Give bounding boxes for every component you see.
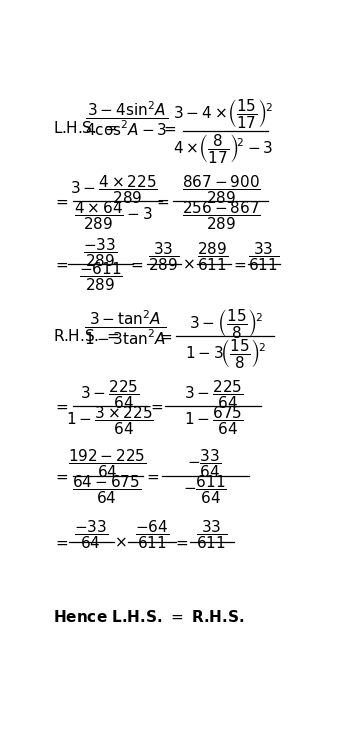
Text: $1-3\!\left(\dfrac{15}{8}\right)^{\!2}$: $1-3\!\left(\dfrac{15}{8}\right)^{\!2}$	[185, 337, 266, 370]
Text: $\dfrac{3-\tan^2\!A}{1-3\tan^2\!A}$: $\dfrac{3-\tan^2\!A}{1-3\tan^2\!A}$	[84, 308, 167, 347]
Text: $\dfrac{33}{611}$: $\dfrac{33}{611}$	[248, 241, 279, 274]
Text: $=$: $=$	[53, 194, 69, 209]
Text: $-\dfrac{33}{64}$: $-\dfrac{33}{64}$	[187, 447, 222, 480]
Text: $3-\dfrac{225}{64}$: $3-\dfrac{225}{64}$	[80, 378, 139, 411]
Text: $\dfrac{33}{289}$: $\dfrac{33}{289}$	[148, 241, 179, 274]
Text: $\dfrac{-33}{64}$: $\dfrac{-33}{64}$	[74, 519, 108, 551]
Text: L.H.S. $=$: L.H.S. $=$	[53, 120, 117, 136]
Text: $\dfrac{867-900}{289}$: $\dfrac{867-900}{289}$	[182, 174, 261, 206]
Text: $3-\dfrac{4\times225}{289}$: $3-\dfrac{4\times225}{289}$	[70, 174, 158, 206]
Text: $=$: $=$	[53, 535, 69, 550]
Text: $=$: $=$	[154, 194, 170, 209]
Text: $3-\left(\dfrac{15}{8}\right)^{\!2}$: $3-\left(\dfrac{15}{8}\right)^{\!2}$	[189, 307, 262, 339]
Text: $\dfrac{-33}{289}$: $\dfrac{-33}{289}$	[83, 236, 118, 268]
Text: $1-\dfrac{3\times225}{64}$: $1-\dfrac{3\times225}{64}$	[66, 404, 154, 437]
Text: $=$: $=$	[231, 256, 247, 271]
Text: $=$: $=$	[173, 535, 189, 550]
Text: $=$: $=$	[161, 120, 177, 135]
Text: $=$: $=$	[53, 469, 69, 484]
Text: $3-\dfrac{225}{64}$: $3-\dfrac{225}{64}$	[184, 378, 243, 411]
Text: $3-4\times\!\left(\dfrac{15}{17}\right)^{\!2}$: $3-4\times\!\left(\dfrac{15}{17}\right)^…	[173, 97, 273, 130]
Text: $\dfrac{289}{611}$: $\dfrac{289}{611}$	[197, 241, 228, 274]
Text: $\dfrac{33}{611}$: $\dfrac{33}{611}$	[195, 519, 227, 551]
Text: $=$: $=$	[157, 329, 173, 344]
Text: $\dfrac{64-675}{64}$: $\dfrac{64-675}{64}$	[72, 474, 142, 506]
Text: $1-\dfrac{675}{64}$: $1-\dfrac{675}{64}$	[184, 404, 243, 437]
Text: $=$: $=$	[53, 399, 69, 414]
Text: $\dfrac{-64}{611}$: $\dfrac{-64}{611}$	[135, 519, 169, 551]
Text: $\dfrac{256-867}{289}$: $\dfrac{256-867}{289}$	[182, 199, 261, 232]
Text: $=$: $=$	[53, 256, 69, 271]
Text: $\times$: $\times$	[114, 535, 126, 550]
Text: $\dfrac{-611}{289}$: $\dfrac{-611}{289}$	[79, 260, 122, 293]
Text: $=$: $=$	[144, 469, 160, 484]
Text: Hence L.H.S. $=$ R.H.S.: Hence L.H.S. $=$ R.H.S.	[53, 609, 244, 625]
Text: R.H.S. $=$: R.H.S. $=$	[53, 329, 120, 344]
Text: $\dfrac{4\times64}{289}-3$: $\dfrac{4\times64}{289}-3$	[74, 199, 153, 232]
Text: $-\dfrac{611}{64}$: $-\dfrac{611}{64}$	[183, 474, 226, 506]
Text: $\times$: $\times$	[182, 256, 195, 271]
Text: $\dfrac{192-225}{64}$: $\dfrac{192-225}{64}$	[68, 447, 147, 480]
Text: $4\times\!\left(\dfrac{8}{17}\right)^{\!2}-3$: $4\times\!\left(\dfrac{8}{17}\right)^{\!…	[173, 132, 273, 165]
Text: $=$: $=$	[148, 399, 164, 414]
Text: $\dfrac{3-4\sin^2\!A}{4\cos^2\!A-3}$: $\dfrac{3-4\sin^2\!A}{4\cos^2\!A-3}$	[85, 100, 169, 138]
Text: $=$: $=$	[128, 256, 144, 271]
